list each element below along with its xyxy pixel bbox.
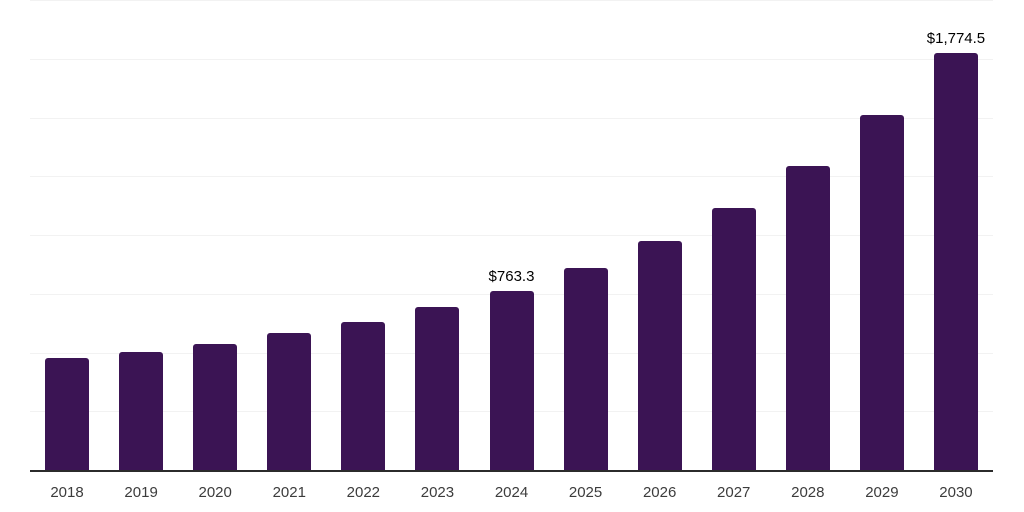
bar-2030 bbox=[933, 53, 978, 470]
bar-2019 bbox=[119, 352, 164, 470]
bar-2025 bbox=[563, 267, 608, 470]
gridline-1750 bbox=[30, 58, 993, 60]
bar-2024 bbox=[489, 290, 534, 470]
x-tick-label-2027: 2027 bbox=[717, 484, 751, 501]
bar-2029 bbox=[859, 115, 904, 470]
bar-2020 bbox=[193, 343, 238, 470]
gridline-1500 bbox=[30, 117, 993, 119]
bar-2023 bbox=[415, 307, 460, 470]
x-tick-label-2025: 2025 bbox=[568, 484, 603, 501]
x-tick-label-2020: 2020 bbox=[198, 484, 232, 501]
bar-2021 bbox=[267, 333, 312, 470]
data-label-2030: $1,774.5 bbox=[926, 30, 986, 47]
x-tick-label-2018: 2018 bbox=[50, 484, 84, 501]
gridline-1250 bbox=[30, 176, 993, 178]
gridline-1000 bbox=[30, 235, 993, 236]
x-tick-label-2028: 2028 bbox=[791, 484, 825, 501]
x-tick-label-2026: 2026 bbox=[642, 484, 677, 501]
data-label-2024: $763.3 bbox=[488, 267, 535, 285]
x-tick-label-2023: 2023 bbox=[420, 484, 455, 501]
x-tick-label-2029: 2029 bbox=[865, 484, 899, 501]
bar-2027 bbox=[711, 207, 756, 470]
gridline-2000 bbox=[30, 0, 993, 1]
x-tick-label-2019: 2019 bbox=[124, 484, 158, 501]
bar-2028 bbox=[785, 166, 830, 470]
x-tick-label-2022: 2022 bbox=[346, 484, 381, 501]
bar-2018 bbox=[45, 357, 90, 470]
bar-2022 bbox=[341, 322, 386, 470]
bar-2026 bbox=[637, 240, 682, 470]
x-tick-label-2021: 2021 bbox=[272, 484, 306, 501]
x-tick-label-2024: 2024 bbox=[494, 484, 529, 501]
x-tick-label-2030: 2030 bbox=[939, 484, 973, 501]
plot-area: $763.3 $1,774.5 bbox=[30, 0, 993, 472]
